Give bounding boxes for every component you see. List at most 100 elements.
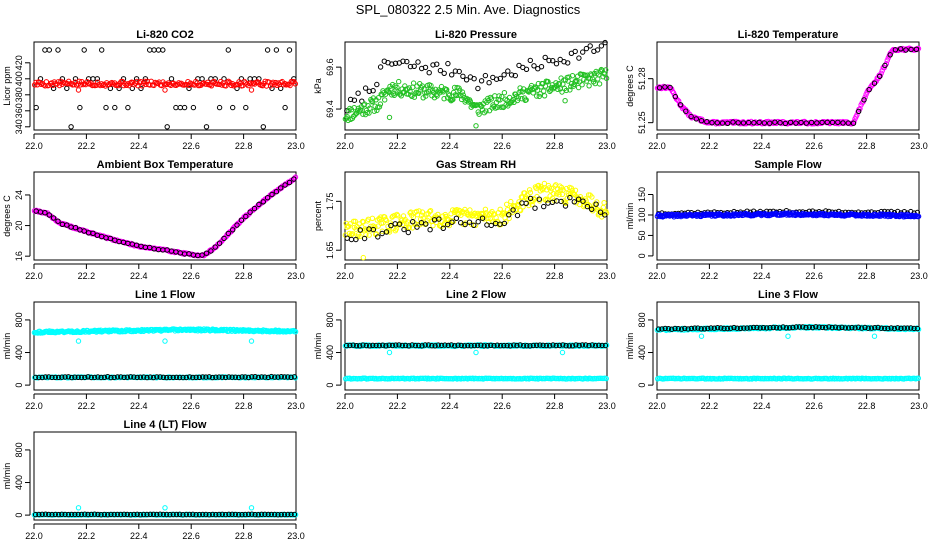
data-point: [677, 102, 684, 108]
data-point: [273, 47, 280, 53]
data-point: [252, 374, 258, 380]
data-point: [862, 324, 868, 331]
data-point: [514, 97, 521, 104]
data-point: [229, 511, 235, 517]
data-point: [374, 107, 380, 114]
plot-frame: [33, 301, 297, 391]
data-point: [386, 349, 393, 356]
data-point: [78, 511, 85, 518]
data-point: [506, 212, 512, 218]
data-point: [413, 208, 420, 215]
data-point: [441, 220, 448, 227]
data-point: [504, 342, 510, 349]
data-point: [819, 324, 826, 331]
data-point: [209, 374, 216, 381]
data-point: [127, 512, 134, 518]
data-point: [252, 511, 258, 518]
y-tick-label: 150: [637, 187, 647, 202]
x-tick-label: 23.0: [910, 271, 928, 281]
data-point: [878, 70, 884, 77]
data-point: [85, 511, 91, 518]
data-point: [137, 512, 144, 518]
data-point: [473, 349, 479, 356]
data-point: [273, 189, 280, 195]
data-point: [402, 83, 408, 89]
data-point: [213, 374, 219, 380]
data-point: [456, 68, 462, 75]
data-point: [396, 78, 402, 85]
data-point: [602, 39, 608, 46]
data-point: [549, 185, 555, 192]
data-point: [68, 124, 74, 130]
data-point: [725, 120, 731, 127]
data-point: [265, 511, 271, 518]
data-point: [357, 233, 363, 240]
data-point: [219, 511, 226, 517]
data-point: [574, 78, 580, 85]
data-point: [780, 324, 786, 330]
data-point: [186, 374, 193, 380]
data-point: [594, 199, 600, 205]
data-point: [55, 218, 61, 224]
data-point: [440, 225, 446, 232]
data-point: [603, 75, 610, 82]
data-point: [556, 80, 563, 87]
data-point: [173, 104, 179, 111]
data-point: [803, 324, 809, 331]
x-tick-label: 22.6: [805, 141, 823, 151]
data-point: [562, 199, 568, 206]
data-point: [493, 76, 500, 82]
data-point: [881, 325, 888, 332]
series-temp-avg: [656, 46, 920, 127]
data-point: [376, 215, 382, 222]
x-tick-label: 22.2: [78, 531, 96, 540]
data-point: [75, 511, 81, 518]
data-point: [506, 215, 512, 222]
series-box-temp-raw: [31, 174, 299, 259]
data-point: [46, 374, 52, 380]
y-tick-label: 50: [637, 230, 647, 240]
data-point: [416, 208, 422, 214]
data-point: [701, 326, 708, 332]
x-tick-label: 22.6: [182, 271, 200, 281]
data-point: [409, 93, 415, 100]
data-point: [497, 206, 503, 213]
data-point: [430, 222, 436, 229]
data-point: [541, 203, 547, 210]
data-point: [375, 234, 381, 240]
y-tick-label: 69.4: [325, 100, 335, 118]
data-point: [882, 62, 888, 69]
data-point: [46, 511, 52, 518]
data-point: [579, 342, 586, 348]
data-point: [371, 108, 377, 114]
data-point: [155, 47, 162, 53]
data-point: [478, 78, 485, 84]
data-point: [343, 342, 350, 349]
data-point: [558, 198, 564, 205]
data-point: [234, 222, 240, 228]
data-point: [878, 325, 884, 331]
data-point: [494, 104, 501, 111]
data-point: [203, 250, 210, 256]
data-point: [783, 325, 790, 331]
data-point: [859, 325, 865, 331]
x-axis: 22.0 22.2 22.4 22.6 22.8 23.0: [25, 393, 305, 411]
data-point: [216, 240, 223, 246]
data-point: [255, 512, 261, 518]
data-point: [138, 85, 144, 92]
data-point: [386, 229, 393, 235]
x-tick-label: 22.8: [858, 141, 876, 151]
data-point: [908, 46, 914, 53]
plot-frame: [33, 171, 297, 261]
data-point: [904, 325, 911, 331]
x-axis: 22.0 22.2 22.4 22.6 22.8 23.0: [25, 523, 305, 540]
y-tick-label: 0: [325, 383, 335, 388]
data-point: [42, 210, 48, 216]
data-point: [452, 92, 459, 98]
data-point: [232, 511, 239, 518]
data-point: [154, 511, 160, 518]
data-point: [898, 325, 904, 331]
panel-title: Li-820 CO2: [136, 29, 193, 41]
data-point: [82, 374, 88, 381]
data-point: [366, 88, 372, 95]
